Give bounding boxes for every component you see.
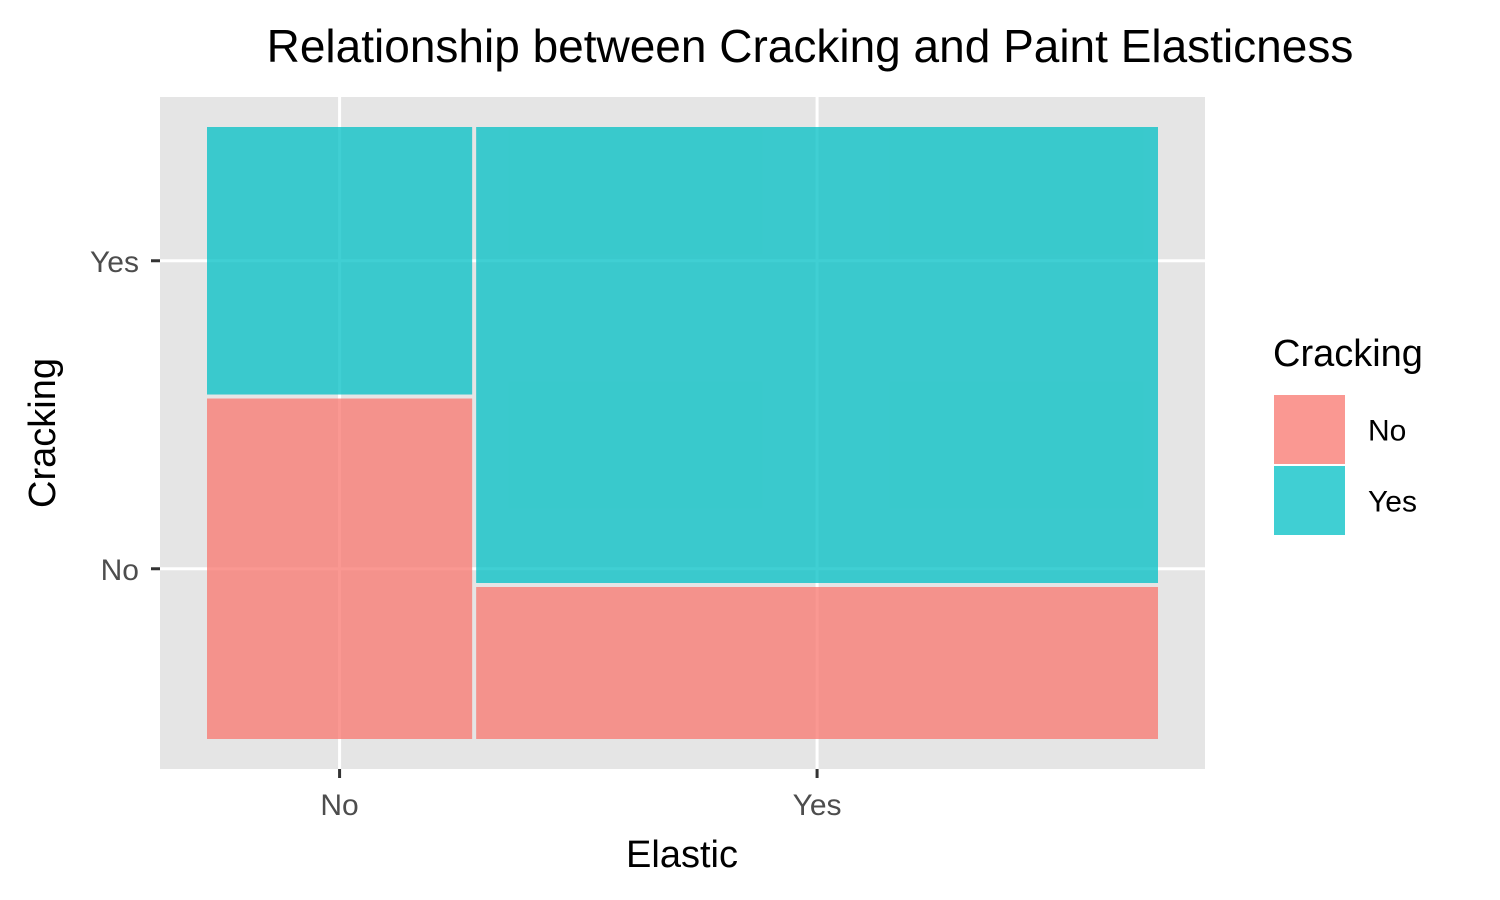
legend-swatch-yes xyxy=(1274,466,1345,535)
x-tick-label: No xyxy=(320,789,358,822)
y-axis-title: Cracking xyxy=(22,358,64,508)
legend-label-yes: Yes xyxy=(1368,486,1417,519)
mosaic-tile-elastic-yes-cracking-no xyxy=(476,587,1158,739)
x-axis-title: Elastic xyxy=(626,834,738,876)
legend-label-no: No xyxy=(1368,415,1406,448)
mosaic-tile-elastic-no-cracking-no xyxy=(207,398,473,739)
legend: Cracking No Yes xyxy=(1273,333,1423,536)
mosaic-tile-elastic-no-cracking-yes xyxy=(207,127,473,395)
y-tick-label: Yes xyxy=(90,246,139,279)
chart-title: Relationship between Cracking and Paint … xyxy=(267,20,1354,72)
legend-swatch-no xyxy=(1274,395,1345,464)
y-tick-label: No xyxy=(101,554,139,587)
axes: No Yes No Yes xyxy=(90,246,842,822)
x-tick-label: Yes xyxy=(793,789,842,822)
mosaic-tile-elastic-yes-cracking-yes xyxy=(476,127,1158,583)
legend-title: Cracking xyxy=(1273,333,1423,375)
mosaic-tiles xyxy=(207,127,1158,739)
